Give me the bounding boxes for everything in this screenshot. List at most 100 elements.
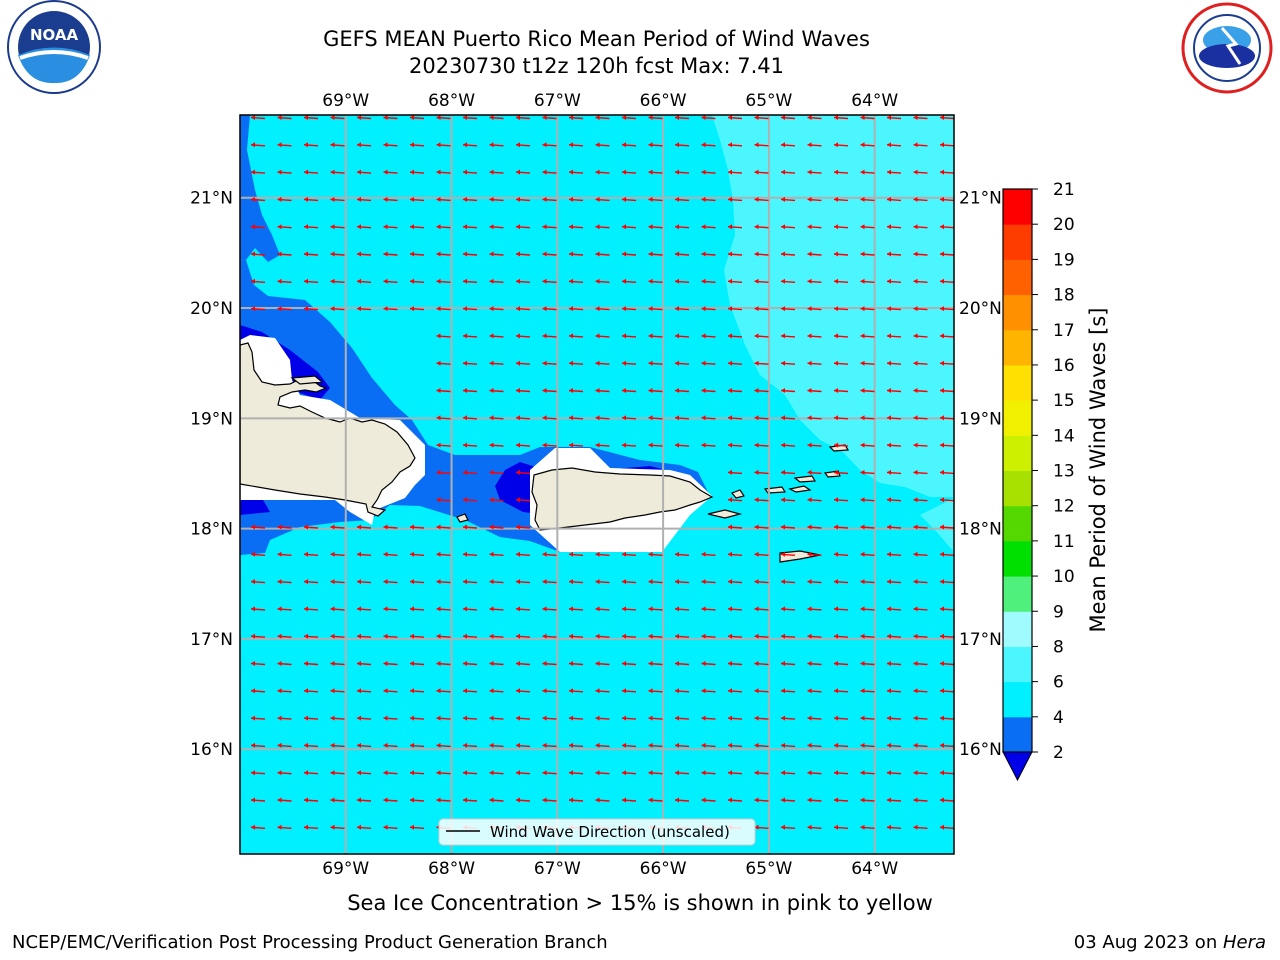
- wind-arrow: [409, 742, 425, 748]
- wind-arrow: [303, 688, 319, 694]
- wind-arrow: [701, 115, 716, 120]
- wind-arrow: [621, 142, 637, 148]
- wind-arrow: [860, 333, 875, 339]
- wind-arrow: [383, 224, 398, 230]
- wind-arrow: [489, 606, 504, 612]
- wind-arrow: [913, 688, 928, 694]
- wind-arrow: [409, 251, 425, 257]
- wind-arrow: [807, 742, 822, 748]
- colorbar-segment: [1003, 294, 1032, 331]
- wind-arrow: [489, 551, 504, 557]
- wind-arrow: [833, 579, 849, 585]
- wind-arrow: [833, 142, 849, 148]
- wind-arrow: [303, 715, 319, 721]
- wind-arrow: [701, 142, 716, 148]
- wind-arrow: [701, 278, 716, 284]
- wind-arrow: [568, 333, 584, 339]
- wind-arrow: [913, 606, 928, 612]
- wind-arrow: [515, 524, 531, 530]
- wind-arrow: [807, 142, 822, 148]
- wind-arrow: [833, 797, 849, 803]
- wind-arrow: [383, 115, 398, 120]
- wind-arrow: [701, 415, 716, 421]
- lat-label-left: 21°N: [190, 189, 233, 209]
- wind-arrow: [303, 797, 319, 803]
- wind-arrow: [860, 770, 875, 776]
- wind-arrow: [436, 661, 451, 666]
- wind-arrow: [939, 388, 954, 393]
- wind-arrow: [648, 360, 663, 366]
- wind-arrow: [913, 633, 928, 639]
- wind-arrow: [250, 715, 266, 721]
- wind-arrow: [250, 169, 266, 175]
- wind-arrow: [939, 606, 954, 612]
- wind-arrow: [780, 415, 796, 421]
- wind-arrow: [542, 306, 557, 312]
- wind-arrow: [860, 579, 875, 585]
- wind-arrow: [648, 579, 663, 585]
- wind-arrow: [462, 770, 478, 776]
- wind-arrow: [860, 688, 875, 694]
- wind-arrow: [886, 224, 902, 230]
- map-frame: [239, 114, 955, 855]
- island-tortuga: [290, 375, 324, 385]
- colorbar-segment: [1003, 224, 1032, 260]
- wind-arrow: [330, 251, 345, 257]
- wind-arrow: [303, 196, 319, 202]
- wind-arrow: [436, 415, 451, 421]
- wind-arrow: [383, 797, 398, 803]
- lat-label-right: 17°N: [959, 630, 1002, 650]
- legend-label: Wind Wave Direction (unscaled): [490, 823, 730, 841]
- wind-arrow: [939, 415, 954, 421]
- wind-arrow: [489, 278, 504, 284]
- wind-arrow: [568, 142, 584, 148]
- wind-arrow: [277, 115, 292, 120]
- wind-arrow: [674, 551, 690, 557]
- colorbar-segment: [1003, 470, 1032, 507]
- wind-arrow: [701, 606, 716, 612]
- wind-arrow: [727, 360, 743, 366]
- wind-arrow: [250, 770, 266, 776]
- colorbar-label: Mean Period of Wind Waves [s]: [1086, 308, 1110, 633]
- wind-arrow: [330, 661, 345, 666]
- wind-arrow: [462, 606, 478, 612]
- wind-arrow: [542, 579, 557, 585]
- wind-arrow: [250, 797, 266, 803]
- wind-arrow: [568, 797, 584, 803]
- colorbar-tick-label: 6: [1053, 673, 1064, 693]
- wind-arrow: [860, 115, 875, 120]
- wind-arrow: [621, 196, 637, 202]
- wind-arrow: [515, 278, 531, 284]
- wind-arrow: [621, 169, 637, 175]
- wind-arrow: [542, 415, 557, 421]
- wind-arrow: [303, 524, 319, 530]
- wind-arrow: [515, 797, 531, 803]
- wind-arrow: [780, 251, 796, 257]
- wind-arrow: [886, 524, 902, 530]
- wind-arrow: [303, 742, 319, 748]
- wind-arrow: [383, 306, 398, 312]
- wind-arrow: [383, 278, 398, 284]
- wind-arrow: [648, 169, 663, 175]
- wind-arrow: [330, 688, 345, 694]
- wind-arrow: [780, 497, 796, 503]
- wind-arrow: [621, 251, 637, 257]
- wind-arrow: [568, 251, 584, 257]
- lon-label-top: 68°W: [428, 91, 475, 111]
- wind-arrow: [913, 797, 928, 803]
- nws-logo: [1181, 2, 1273, 94]
- wind-arrow: [383, 524, 398, 530]
- wind-arrow: [515, 770, 531, 776]
- wind-arrow: [250, 661, 266, 666]
- wind-arrow: [409, 715, 425, 721]
- colorbar-segment: [1003, 505, 1032, 542]
- wind-arrow: [409, 661, 425, 666]
- wind-arrow: [807, 579, 822, 585]
- wind-arrow: [515, 742, 531, 748]
- wind-arrow: [754, 333, 769, 339]
- wind-arrow: [780, 306, 796, 312]
- wind-arrow: [568, 306, 584, 312]
- wind-arrow: [833, 224, 849, 230]
- wind-arrow: [780, 742, 796, 748]
- wind-arrow: [383, 715, 398, 721]
